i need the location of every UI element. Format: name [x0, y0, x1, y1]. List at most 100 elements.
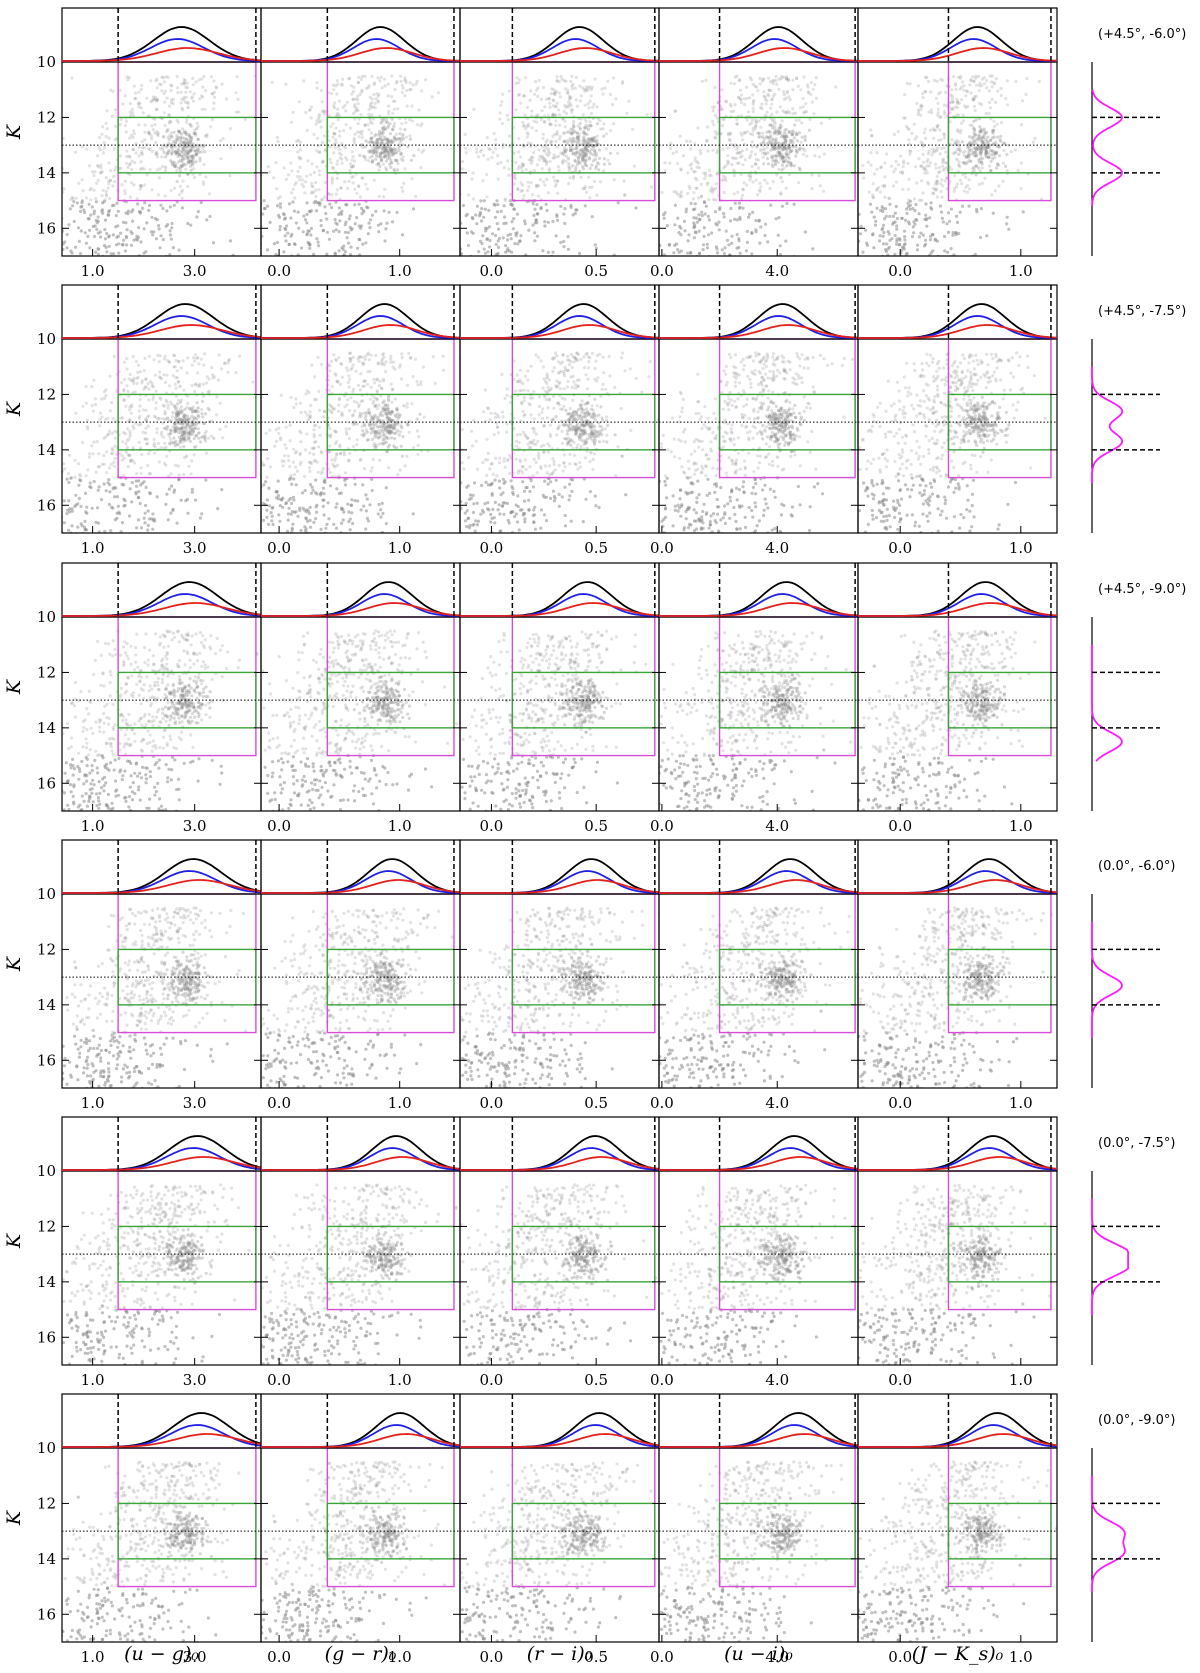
scatter-points	[261, 1183, 458, 1365]
density-total-line	[858, 1412, 1058, 1448]
density-panel-frame	[857, 562, 1058, 618]
panel-g-r-0: 0.0 1.0	[260, 7, 461, 280]
density-faint-line	[261, 602, 461, 617]
scatter-points	[858, 629, 1037, 811]
y-tick-label: 12	[37, 1217, 56, 1235]
ks-histogram-panel	[1091, 894, 1160, 1088]
density-faint-line	[62, 47, 262, 62]
density-bright-line	[659, 593, 858, 617]
y-tick-label-10: 10	[37, 330, 56, 348]
density-faint-line	[62, 879, 262, 894]
x-tick-label: 0.0	[479, 539, 503, 557]
density-faint-line	[460, 324, 660, 339]
green-box	[511, 1502, 656, 1560]
panel-J-Ks-2: 0.0 1.0	[857, 562, 1058, 835]
panel-r-i-4: 0.0 0.5	[459, 1116, 660, 1389]
ks-histogram-panel	[1091, 339, 1160, 533]
x-axis-label: (g − r)₀	[325, 1643, 397, 1665]
density-faint-line	[261, 1433, 461, 1448]
x-tick-label: 0.0	[479, 817, 503, 835]
scatter-points	[62, 352, 255, 533]
panel-u-g-5: 1.0 3.0(u − g)₀	[61, 1393, 262, 1666]
x-tick-label: 4.0	[765, 1648, 789, 1666]
y-tick-label-10: 10	[37, 1162, 56, 1180]
scatter-points	[460, 906, 659, 1088]
density-faint-line	[460, 1156, 660, 1171]
density-faint-line	[460, 1433, 660, 1448]
x-tick-label: 0.0	[267, 1094, 291, 1112]
panel-u-g-3: 1.0 3.0	[61, 839, 262, 1112]
x-tick-label: 0.5	[584, 539, 608, 557]
scatter-points	[460, 74, 654, 256]
ks-histogram-panel	[1091, 1448, 1160, 1642]
y-axis-label: K	[3, 678, 25, 695]
green-box	[511, 1225, 656, 1283]
x-tick-label: 1.0	[388, 539, 412, 557]
y-tick-label: 16	[37, 1328, 56, 1346]
magenta-box	[511, 1170, 656, 1311]
x-tick-label: 0.0	[650, 262, 674, 280]
y-tick-label: 12	[37, 108, 56, 126]
density-total-line	[261, 1412, 461, 1448]
y-axis-label: K	[3, 123, 25, 140]
y-tick-label: 12	[37, 663, 56, 681]
density-bright-line	[460, 870, 659, 894]
density-faint-line	[62, 1156, 262, 1171]
density-faint-line	[858, 879, 1058, 894]
scatter-points	[858, 906, 1053, 1088]
x-tick-label: 1.0	[388, 1648, 412, 1666]
x-tick-label: 4.0	[765, 1371, 789, 1389]
field-row-0: 1.0 3.0 0.0 1.0 0.0 0.5 0.0 4.0 0.0 1.0 12 14 16 10 K (…	[3, 7, 1186, 280]
field-row-3: 1.0 3.0 0.0 1.0 0.0 0.5 0.0 4.0 0.0 1.0 12 14 16 10 K (…	[3, 839, 1175, 1112]
x-tick-label: 0.0	[267, 1648, 291, 1666]
density-bright-line	[62, 1147, 262, 1171]
ks-histogram-line	[1091, 1475, 1126, 1593]
x-tick-label: 1.0	[388, 1371, 412, 1389]
ks-histogram-line	[1091, 89, 1124, 207]
density-faint-line	[460, 879, 660, 894]
x-tick-label: 0.5	[584, 1648, 608, 1666]
x-tick-label: 1.0	[81, 1094, 105, 1112]
x-tick-label: 0.0	[650, 1094, 674, 1112]
scatter-points	[62, 906, 248, 1088]
x-tick-label: 4.0	[765, 1094, 789, 1112]
x-tick-label: 4.0	[765, 817, 789, 835]
y-tick-label: 14	[37, 164, 56, 182]
panel-J-Ks-0: 0.0 1.0	[857, 7, 1058, 280]
y-tick-label: 16	[37, 1605, 56, 1623]
scatter-points	[261, 1460, 447, 1642]
magenta-box	[718, 338, 856, 479]
density-faint-line	[62, 602, 262, 617]
x-tick-label: 0.0	[650, 817, 674, 835]
density-panel-frame	[857, 1393, 1058, 1449]
panel-u-g-0: 1.0 3.0	[61, 7, 262, 280]
x-tick-label: 3.0	[183, 1648, 207, 1666]
x-tick-label: 0.0	[650, 1648, 674, 1666]
y-axis-label: K	[3, 1509, 25, 1526]
x-tick-label: 0.0	[888, 262, 912, 280]
green-box	[511, 948, 656, 1006]
x-tick-label: 1.0	[1009, 1094, 1033, 1112]
x-tick-label: 1.0	[1009, 1371, 1033, 1389]
density-faint-line	[858, 602, 1058, 617]
density-faint-line	[62, 324, 262, 339]
density-faint-line	[659, 602, 859, 617]
magenta-box	[326, 61, 455, 202]
field-label: (0.0°, -6.0°)	[1098, 859, 1175, 874]
density-total-line	[62, 858, 262, 894]
x-tick-label: 1.0	[81, 262, 105, 280]
density-total-line	[858, 303, 1058, 339]
x-tick-label: 0.0	[888, 1094, 912, 1112]
panel-J-Ks-5: 0.0 1.0 (J − K_s)₀	[857, 1393, 1058, 1666]
density-faint-line	[659, 1433, 859, 1448]
panel-g-r-3: 0.0 1.0	[260, 839, 461, 1112]
ks-histogram-panel	[1091, 1171, 1160, 1365]
x-axis-label: (r − i)₀	[527, 1643, 593, 1665]
scatter-points	[261, 351, 460, 533]
main-panel-frame	[857, 893, 1058, 1089]
ks-histogram-line	[1091, 366, 1124, 484]
y-axis-label: K	[3, 400, 25, 417]
density-panel-frame	[61, 1393, 262, 1449]
scatter-points	[261, 74, 441, 256]
